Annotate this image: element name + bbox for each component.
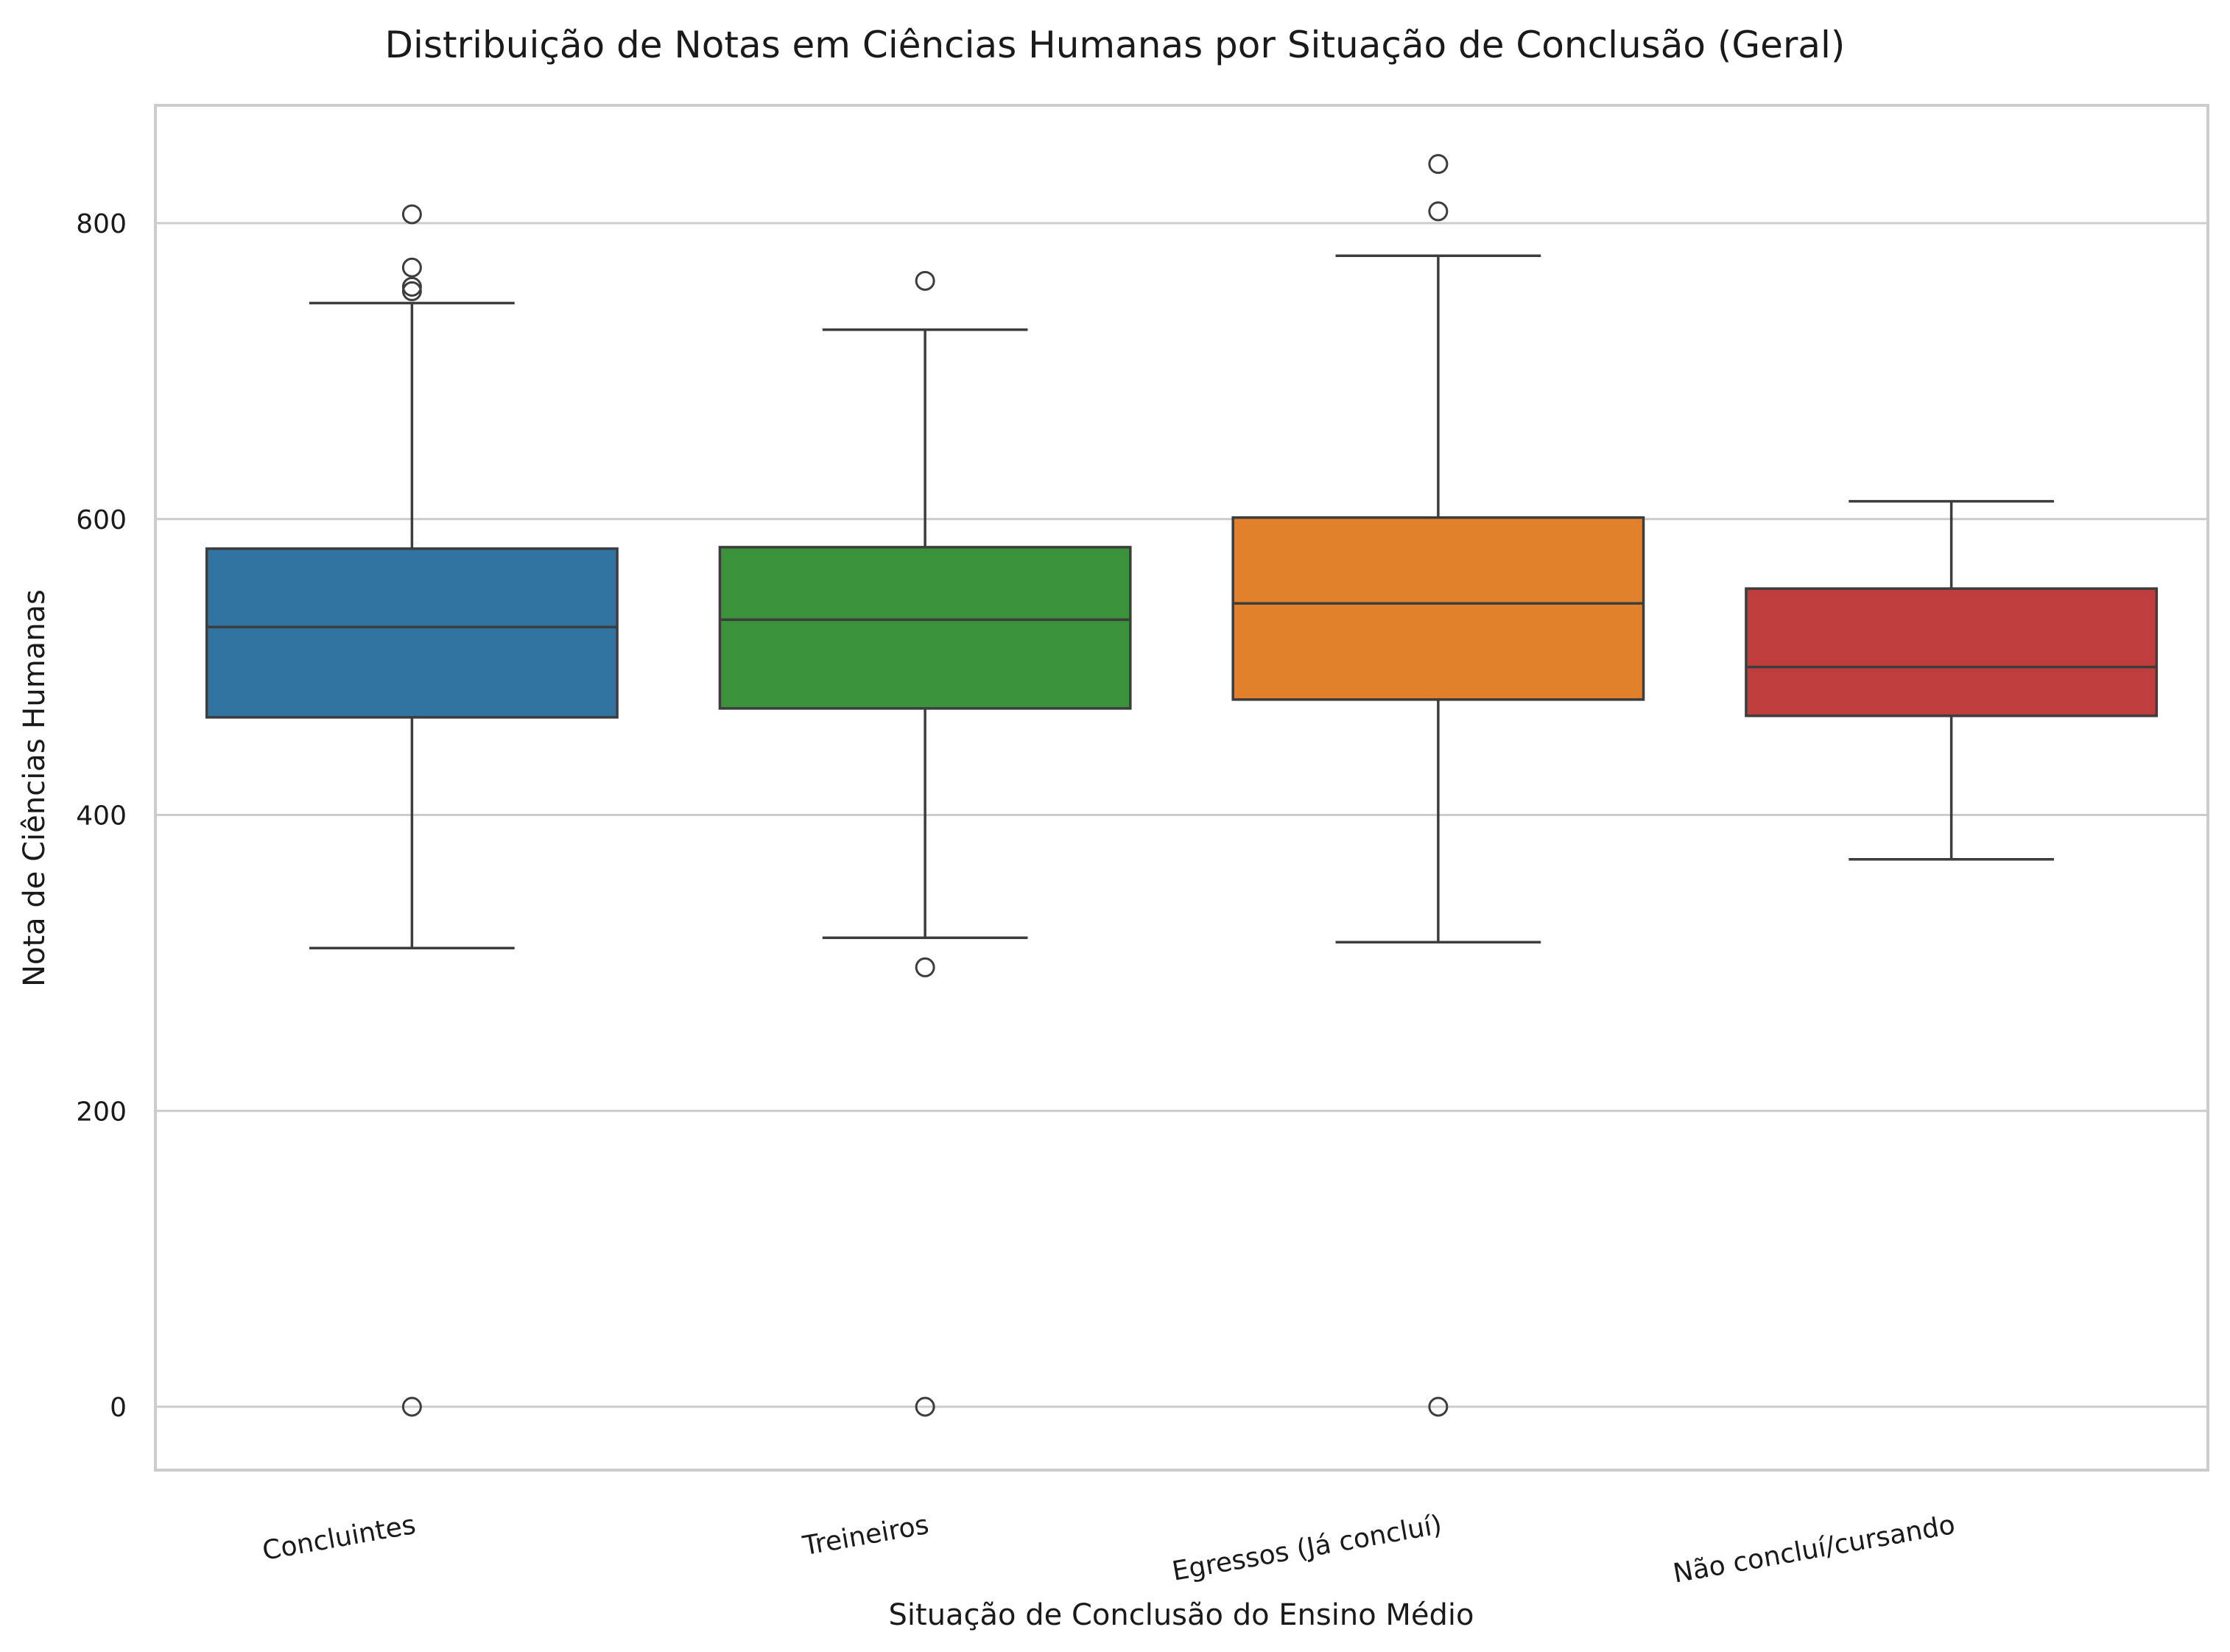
gridlines xyxy=(155,222,2208,1408)
iqr-box xyxy=(205,547,619,719)
outlier-point xyxy=(1428,154,1449,175)
x-tick-label: Não concluí/cursando xyxy=(1671,1510,1958,1589)
outlier-point xyxy=(401,276,422,297)
outlier-point xyxy=(915,270,935,291)
y-axis-label: Nota de Ciências Humanas xyxy=(18,589,52,987)
x-tick-labels: Concluintes Treineiros Egressos (Já conclu… xyxy=(260,1510,1958,1589)
iqr-box xyxy=(718,546,1132,710)
x-tick-label: Egressos (Já concluí) xyxy=(1170,1510,1444,1587)
y-tick-label: 200 xyxy=(76,1097,127,1127)
plot-area-frame xyxy=(154,104,2209,1472)
x-axis-label: Situação de Conclusão do Ensino Médio xyxy=(889,1598,1474,1632)
x-tick-label: Concluintes xyxy=(260,1510,418,1567)
y-tick-label: 600 xyxy=(76,505,127,535)
outlier-point xyxy=(915,957,935,977)
outlier-point xyxy=(401,204,422,225)
y-tick-label: 400 xyxy=(76,801,127,832)
outlier-point xyxy=(915,1396,935,1417)
box-series xyxy=(205,154,2159,1417)
chart-title: Distribuição de Notas em Ciências Humana… xyxy=(385,24,1846,66)
box-group xyxy=(1745,499,2159,861)
box-group xyxy=(205,204,619,1417)
outlier-point xyxy=(1428,201,1449,222)
box-group xyxy=(718,270,1132,1417)
outlier-point xyxy=(401,257,422,278)
x-tick-label: Treineiros xyxy=(800,1510,931,1562)
iqr-box xyxy=(1745,587,2159,717)
outlier-point xyxy=(401,1396,422,1417)
y-tick-labels: 0 200 400 600 800 xyxy=(76,209,127,1423)
outlier-point xyxy=(1428,1396,1449,1417)
box-group xyxy=(1231,154,1645,1417)
y-tick-label: 800 xyxy=(76,209,127,239)
outlier-point xyxy=(401,281,422,301)
y-tick-label: 0 xyxy=(110,1393,127,1423)
iqr-box xyxy=(1231,516,1645,701)
